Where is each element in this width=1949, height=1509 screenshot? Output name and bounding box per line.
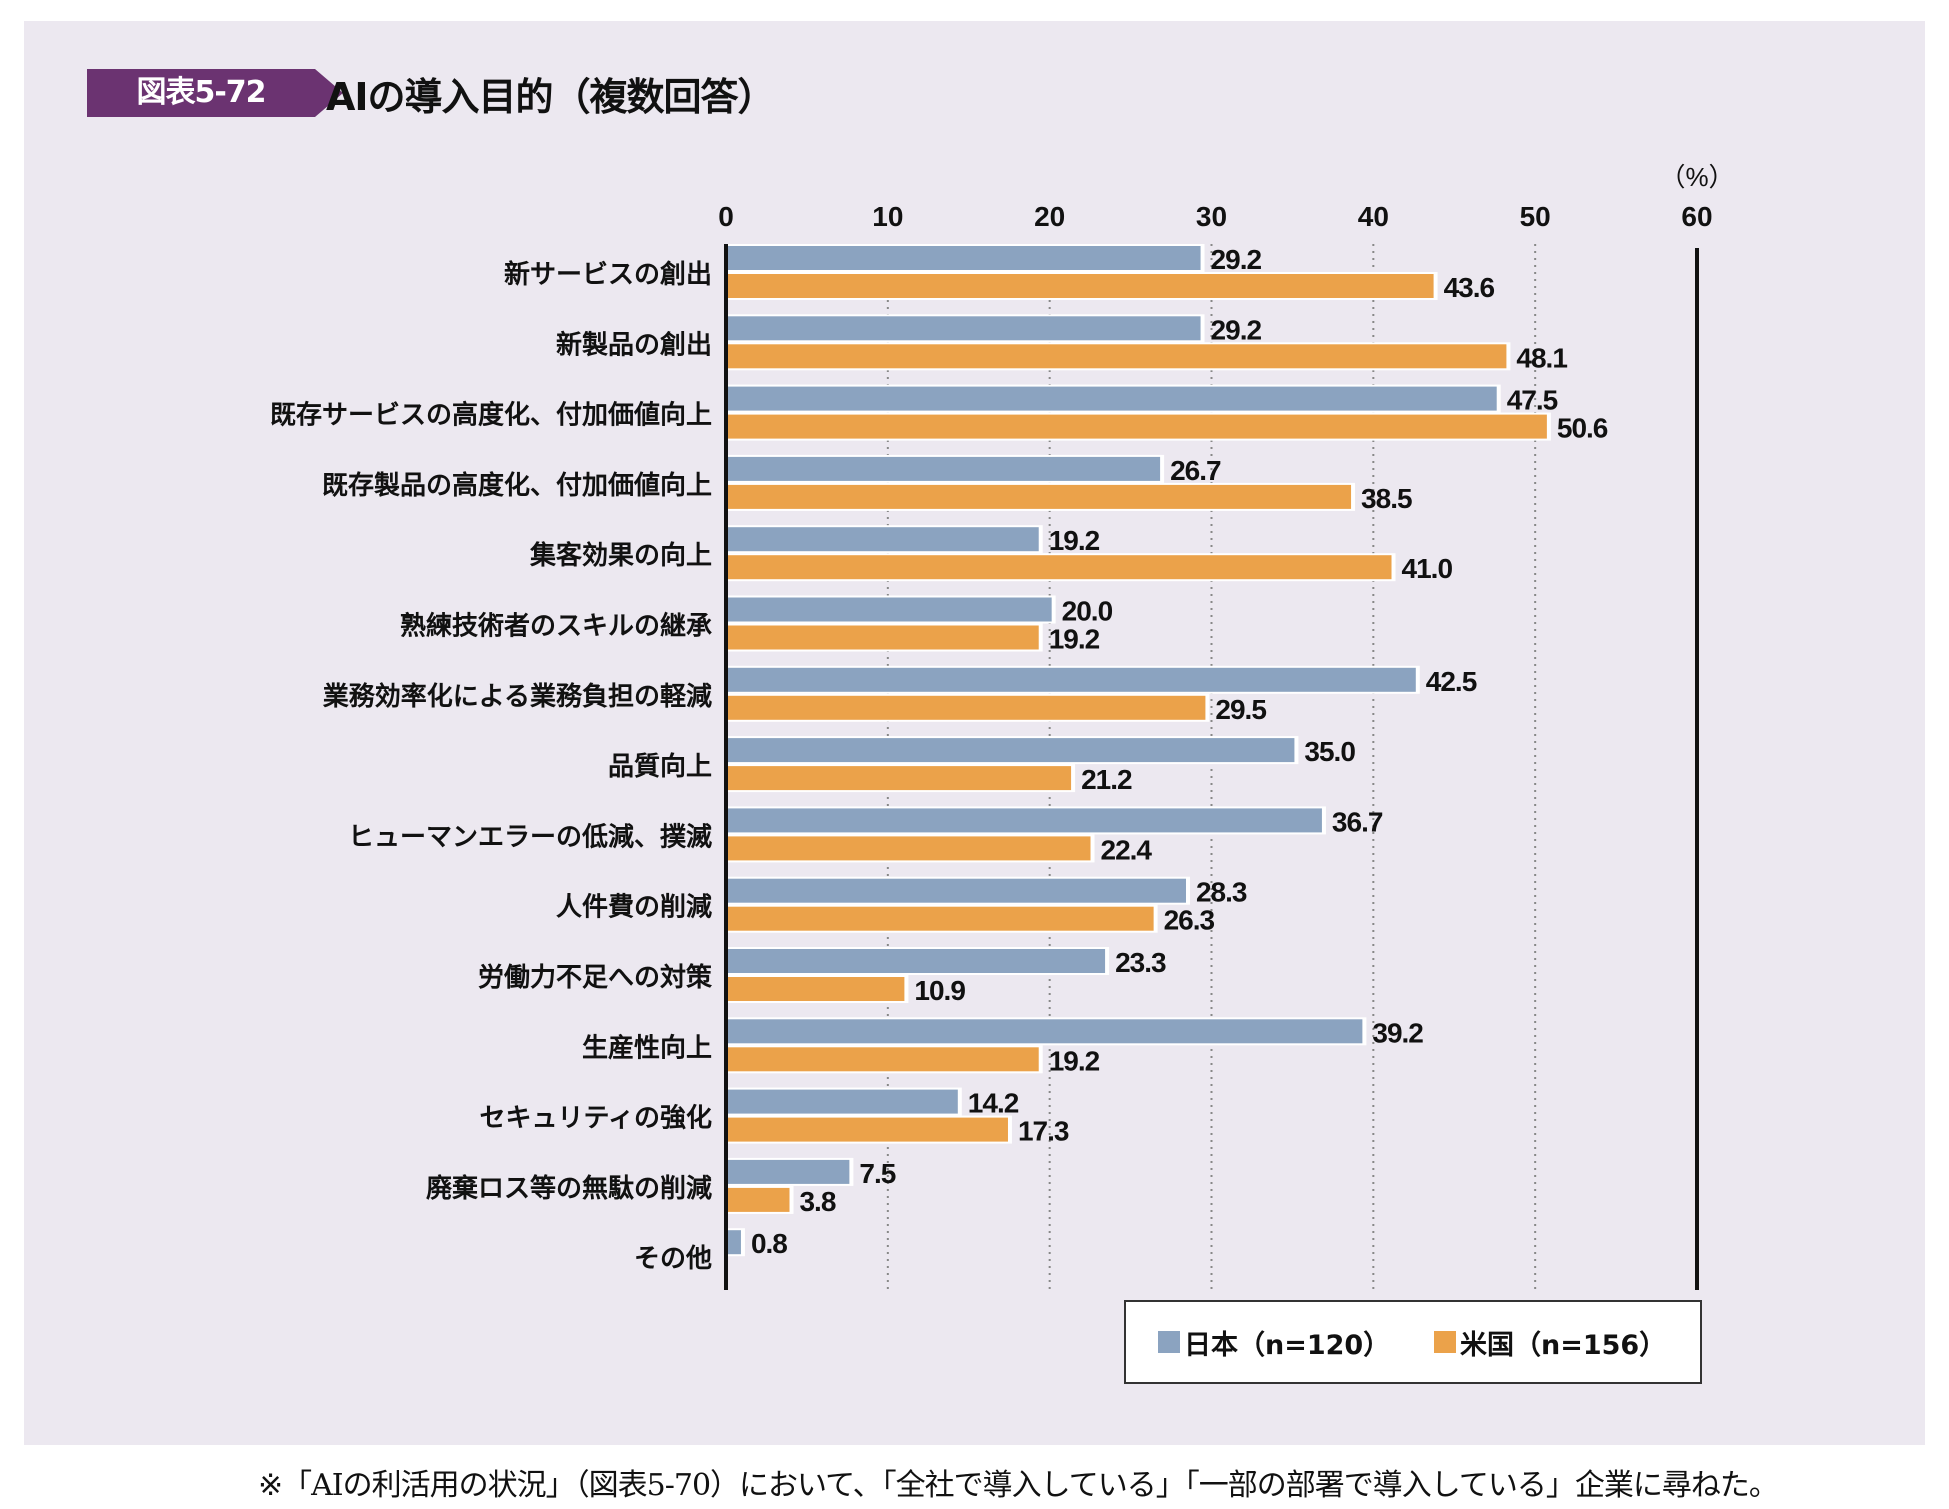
category-label: 新製品の創出	[556, 329, 712, 360]
data-label-japan: 42.5	[1426, 666, 1477, 697]
category-label: 廃棄ロス等の無駄の削減	[426, 1173, 712, 1204]
footnote: ※「AIの利活用の状況」（図表5-70）において、「全社で導入している」「一部の…	[258, 1468, 1779, 1503]
bar-japan	[728, 738, 1295, 763]
data-label-us: 21.2	[1081, 764, 1132, 795]
bar-japan	[728, 1019, 1363, 1044]
data-label-us: 41.0	[1402, 553, 1453, 584]
data-label-japan: 7.5	[859, 1158, 895, 1189]
legend-label-us: 米国（n=156）	[1460, 1329, 1667, 1361]
data-label-japan: 39.2	[1372, 1017, 1423, 1048]
data-label-us: 3.8	[799, 1186, 835, 1217]
bar-japan	[728, 527, 1039, 552]
x-tick-label: 50	[1520, 201, 1551, 232]
legend-item-us: 米国（n=156）	[1434, 1302, 1666, 1382]
data-label-japan: 23.3	[1115, 947, 1166, 978]
category-label: 人件費の削減	[556, 893, 712, 923]
data-label-us: 50.6	[1557, 413, 1608, 444]
data-label-us: 17.3	[1018, 1116, 1069, 1147]
data-label-japan: 26.7	[1170, 455, 1221, 486]
bar-us	[728, 414, 1547, 439]
category-label: 既存サービスの高度化、付加価値向上	[270, 400, 712, 431]
bar-us	[728, 1187, 790, 1212]
data-label-us: 22.4	[1101, 834, 1153, 865]
unit-label: （%）	[1659, 162, 1734, 192]
bar-japan	[728, 667, 1416, 692]
bar-us	[728, 977, 905, 1001]
legend-label-japan: 日本（n=120）	[1184, 1329, 1391, 1361]
category-label: 生産性向上	[582, 1032, 712, 1063]
x-axis-ticks: 0 10 20 30 40 50 60	[718, 201, 1712, 232]
bar-us	[728, 484, 1352, 509]
legend-swatch-japan	[1158, 1331, 1180, 1353]
chart-title: AIの導入目的（複数回答）	[326, 75, 776, 119]
bar-japan	[728, 386, 1497, 411]
legend-item-japan: 日本（n=120）	[1158, 1302, 1390, 1382]
category-label: 熟練技術者のスキルの継承	[400, 611, 712, 642]
data-label-japan: 35.0	[1304, 736, 1355, 767]
category-label: その他	[634, 1244, 712, 1274]
data-label-us: 26.3	[1164, 905, 1215, 936]
data-label-us: 19.2	[1049, 624, 1100, 655]
bar-japan	[728, 878, 1186, 903]
data-label-japan: 19.2	[1049, 525, 1100, 556]
bar-japan	[728, 1159, 850, 1184]
bar-us	[728, 625, 1039, 650]
category-label: 集客効果の向上	[529, 540, 712, 571]
figure-number-badge	[87, 69, 315, 117]
figure-number: 図表5-72	[136, 75, 266, 110]
x-tick-label: 40	[1358, 201, 1389, 232]
data-label-japan: 29.2	[1211, 244, 1262, 275]
bar-us	[728, 274, 1434, 298]
bar-japan	[728, 1089, 958, 1114]
bar-japan	[728, 949, 1106, 973]
category-label: 品質向上	[608, 751, 712, 782]
category-label: 労働力不足への対策	[478, 962, 712, 993]
x-tick-label: 10	[872, 201, 903, 232]
x-tick-label: 20	[1034, 201, 1065, 232]
data-label-us: 29.5	[1215, 694, 1266, 725]
data-label-japan: 0.8	[751, 1228, 787, 1259]
bar-japan	[728, 597, 1052, 622]
data-label-japan: 14.2	[968, 1088, 1019, 1119]
category-label: 既存製品の高度化、付加価値向上	[322, 470, 712, 501]
data-label-japan: 28.3	[1196, 877, 1247, 908]
bar-us	[728, 766, 1072, 791]
category-label: ヒューマンエラーの低減、撲滅	[348, 822, 712, 852]
badge-arrow-icon	[315, 69, 343, 117]
bar-japan	[728, 456, 1161, 481]
bar-us	[728, 836, 1091, 861]
bar-japan	[728, 316, 1201, 341]
category-label: 業務効率化による業務負担の軽減	[323, 681, 712, 712]
bar-japan	[728, 246, 1201, 270]
x-tick-label: 60	[1681, 201, 1712, 232]
legend: 日本（n=120） 米国（n=156）	[1124, 1300, 1702, 1384]
bars: 29.2 43.6 29.2 48.1 47.550.6 26.7 38.5 19.2 41.0…	[728, 244, 1609, 1259]
bar-us	[728, 695, 1206, 720]
data-label-us: 38.5	[1361, 483, 1412, 514]
category-labels: 新サービスの創出新製品の創出既存サービスの高度化、付加価値向上既存製品の高度化、…	[270, 259, 712, 1274]
bar-us	[728, 1117, 1008, 1142]
data-label-us: 48.1	[1516, 342, 1567, 373]
bar-us	[728, 555, 1392, 580]
legend-swatch-us	[1434, 1331, 1456, 1353]
bar-us	[728, 1047, 1039, 1072]
category-label: セキュリティの強化	[480, 1104, 712, 1134]
data-label-japan: 20.0	[1062, 596, 1113, 627]
bar-us	[728, 344, 1507, 369]
data-label-japan: 29.2	[1211, 314, 1262, 345]
x-tick-label: 0	[718, 201, 734, 232]
data-label-us: 19.2	[1049, 1045, 1100, 1076]
bar-us	[728, 906, 1154, 931]
data-label-japan: 36.7	[1332, 806, 1383, 837]
x-tick-label: 30	[1196, 201, 1227, 232]
bar-japan	[728, 1230, 741, 1255]
data-label-us: 10.9	[914, 975, 965, 1006]
category-label: 新サービスの創出	[504, 259, 712, 290]
bar-japan	[728, 808, 1322, 833]
data-label-us: 43.6	[1444, 272, 1495, 303]
data-label-japan: 47.5	[1507, 385, 1558, 416]
